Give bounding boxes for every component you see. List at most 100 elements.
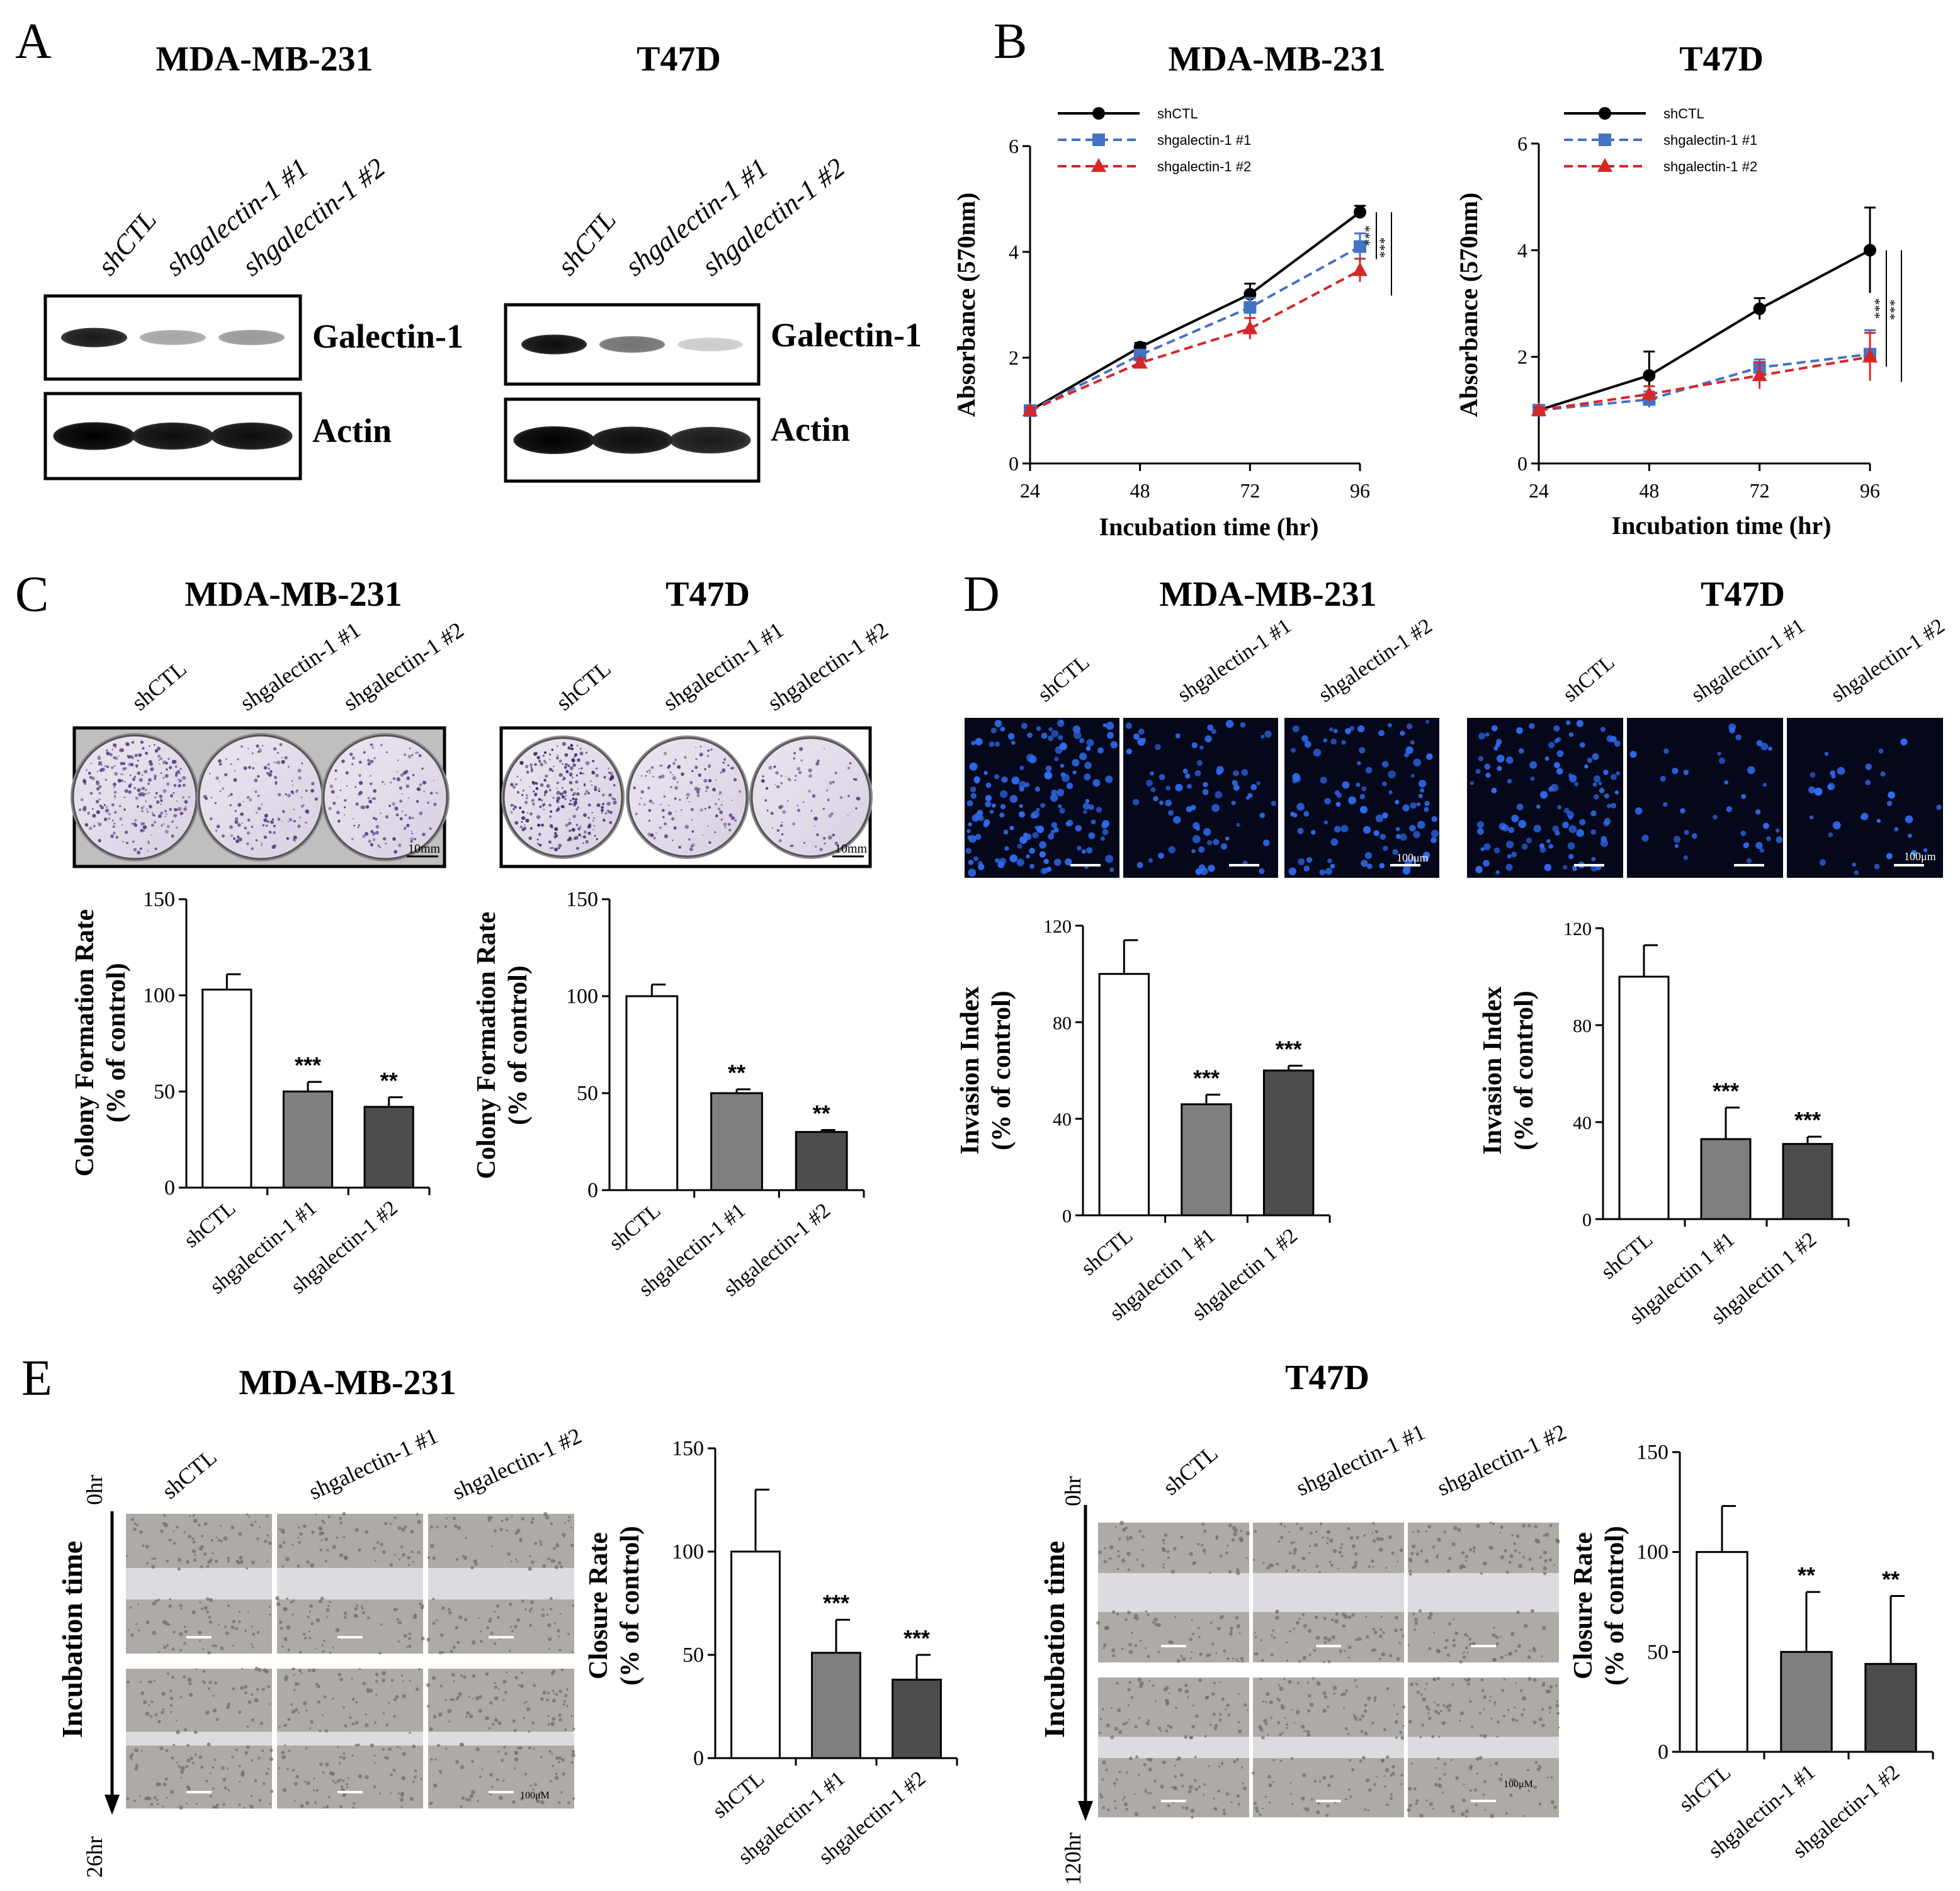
cell-speck xyxy=(502,1780,505,1782)
cell-speck xyxy=(1385,1755,1390,1759)
nucleus-dot xyxy=(1568,815,1573,820)
cell-speck xyxy=(337,1672,342,1677)
nucleus-dot xyxy=(1203,781,1208,788)
cell-speck xyxy=(401,1527,405,1532)
x-tick-label: 72 xyxy=(1240,479,1260,502)
nucleus-dot xyxy=(1097,747,1104,754)
colony-dot xyxy=(137,788,141,792)
colony-dot xyxy=(570,803,573,805)
colony-dot xyxy=(582,773,584,775)
nucleus-dot xyxy=(1776,836,1783,843)
colony-dot xyxy=(556,787,558,789)
cell-speck xyxy=(1518,1564,1522,1568)
cell-speck xyxy=(1504,1654,1507,1657)
x-tick-label: 24 xyxy=(1529,479,1549,502)
colony-dot xyxy=(827,798,830,802)
cell-speck xyxy=(1236,1794,1240,1798)
nucleus-dot xyxy=(1567,842,1575,850)
nucleus-dot xyxy=(1505,863,1513,871)
cell-speck xyxy=(1424,1559,1429,1564)
nucleus-dot xyxy=(1579,742,1585,748)
colony-dot xyxy=(521,817,524,819)
cell-speck xyxy=(373,1754,376,1757)
cell-speck xyxy=(1356,1536,1359,1540)
cell-speck xyxy=(567,1632,570,1635)
cell-speck xyxy=(1314,1615,1318,1619)
nucleus-dot xyxy=(1051,822,1058,828)
cell-speck xyxy=(397,1746,399,1748)
colony-dot xyxy=(592,820,594,822)
bar xyxy=(795,1131,848,1191)
nucleus-dot xyxy=(1158,774,1165,780)
colony-dot xyxy=(718,793,720,795)
cell-speck xyxy=(1189,1785,1193,1790)
legend-label: shgalectin-1 #2 xyxy=(1663,159,1757,174)
cell-speck xyxy=(455,1626,458,1630)
blot-band xyxy=(218,329,285,346)
nucleus-dot xyxy=(1073,731,1082,739)
cell-speck xyxy=(244,1751,249,1755)
colony-dot xyxy=(766,809,769,812)
cell-speck xyxy=(1230,1627,1233,1630)
colony-dot xyxy=(293,809,295,810)
colony-dot xyxy=(555,809,558,812)
cell-speck xyxy=(198,1755,203,1759)
cell-speck xyxy=(1301,1725,1305,1729)
colony-dot xyxy=(667,766,670,769)
cell-speck xyxy=(1340,1555,1344,1558)
cell-speck xyxy=(318,1526,322,1531)
colony-dot xyxy=(371,797,374,800)
cell-speck xyxy=(1182,1806,1185,1809)
colony-dot xyxy=(655,832,657,834)
colony-dot xyxy=(158,759,161,761)
y-tick-label: 0 xyxy=(1009,452,1019,475)
cell-speck xyxy=(1275,1615,1279,1620)
cell-speck xyxy=(264,1669,269,1674)
cell-speck xyxy=(324,1729,328,1733)
nucleus-dot xyxy=(1491,725,1498,732)
colony-dot xyxy=(708,779,712,783)
cell-speck xyxy=(485,1716,489,1721)
cell-speck xyxy=(246,1567,248,1570)
cell-speck xyxy=(278,1767,281,1769)
nucleus-dot xyxy=(1009,854,1017,863)
cell-speck xyxy=(1387,1804,1390,1807)
series-line-1 xyxy=(1538,353,1871,412)
colony-dot xyxy=(98,785,102,788)
nucleus-dot xyxy=(1051,789,1057,796)
cell-speck xyxy=(1144,1647,1147,1649)
cell-speck xyxy=(1171,1786,1174,1789)
cell-speck xyxy=(178,1558,182,1562)
colony-dot xyxy=(667,811,672,815)
cell-speck xyxy=(1112,1654,1116,1658)
colony-dot xyxy=(351,763,354,766)
colony-dot xyxy=(373,789,377,793)
colony-dot xyxy=(730,767,733,769)
cell-speck xyxy=(1432,1807,1434,1810)
cell-speck xyxy=(1184,1683,1188,1688)
nucleus-dot xyxy=(994,741,1000,747)
cell-speck xyxy=(1269,1700,1273,1705)
cell-speck xyxy=(286,1625,291,1630)
colony-dot xyxy=(549,815,552,818)
cell-speck xyxy=(1347,1656,1350,1659)
cell-speck xyxy=(170,1711,173,1713)
cell-speck xyxy=(1548,1706,1552,1710)
nucleus-dot xyxy=(1203,828,1211,836)
cell-speck xyxy=(1408,1572,1412,1576)
data-point xyxy=(1242,320,1258,334)
colony-dot xyxy=(652,776,654,778)
wound-gap xyxy=(428,1732,574,1746)
cell-speck xyxy=(225,1631,229,1635)
wound-gap xyxy=(1098,1737,1249,1758)
colony-dot xyxy=(551,749,553,751)
bar xyxy=(1262,1069,1315,1217)
cell-speck xyxy=(1429,1802,1434,1807)
cell-speck xyxy=(487,1516,492,1520)
nucleus-dot xyxy=(1059,719,1063,724)
colony-dot xyxy=(225,758,227,760)
cell-speck xyxy=(494,1529,497,1533)
nucleus-dot xyxy=(1599,788,1605,793)
nucleus-dot xyxy=(1182,768,1188,774)
nucleus-dot xyxy=(1495,870,1500,875)
